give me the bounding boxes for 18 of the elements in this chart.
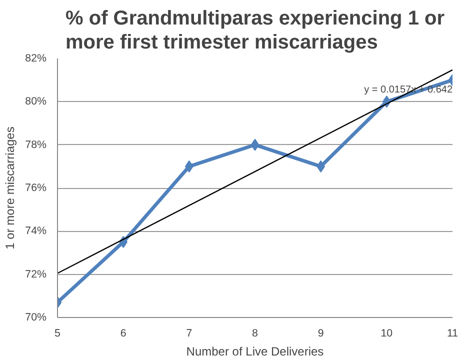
y-tick-label: 72% [25, 268, 48, 280]
chart-title: % of Grandmultiparas experiencing 1 or more first trimester miscarriages [66, 7, 445, 54]
x-tick-label: 6 [120, 328, 126, 340]
y-tick-label: 74% [25, 225, 48, 238]
y-tick-label: 78% [25, 138, 48, 151]
y-tick-label: 80% [25, 96, 48, 108]
x-tick-label: 8 [252, 328, 258, 340]
point [250, 138, 260, 151]
x-tick-label: 7 [186, 328, 192, 340]
y-tick-label: 76% [25, 182, 48, 194]
x-tick-label: 5 [54, 328, 61, 340]
x-tick-label: 11 [446, 328, 458, 340]
x-axis-title: Number of Live Deliveries [186, 344, 324, 358]
x-tick-label: 10 [380, 328, 393, 340]
y-tick-label: 82% [25, 52, 48, 64]
y-tick-label: 70% [25, 312, 48, 324]
x-tick-label: 9 [318, 328, 324, 340]
y-axis-title: 1 or more miscarriages [3, 126, 18, 250]
